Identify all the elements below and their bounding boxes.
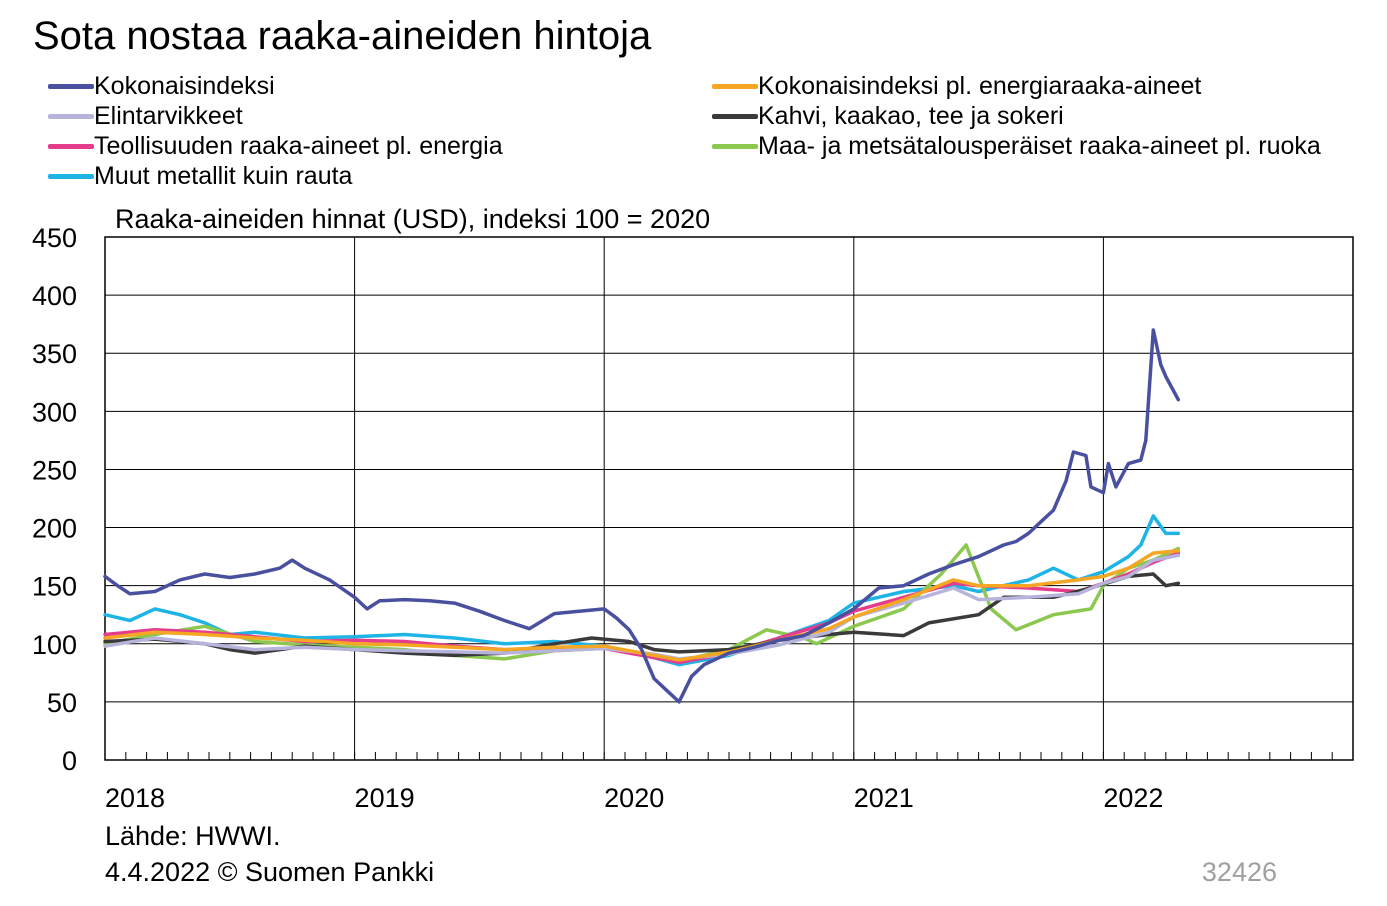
y-tick-label: 200	[32, 514, 77, 544]
y-tick-label: 400	[32, 281, 77, 311]
y-tick-label: 50	[47, 688, 77, 718]
legend-item: Elintarvikkeet	[48, 101, 243, 131]
y-tick-label: 450	[32, 223, 77, 253]
legend-label: Kokonaisindeksi	[94, 72, 275, 100]
chart-subtitle: Raaka-aineiden hinnat (USD), indeksi 100…	[115, 204, 711, 234]
legend-swatch	[48, 143, 94, 149]
x-tick-label: 2019	[355, 783, 415, 813]
plot-area	[104, 236, 1354, 761]
series-line	[103, 328, 1181, 704]
legend-label: Maa- ja metsätalousperäiset raaka-aineet…	[758, 132, 1321, 160]
legend-swatch	[712, 113, 758, 119]
legend-label: Muut metallit kuin rauta	[94, 162, 353, 190]
legend-item: Teollisuuden raaka-aineet pl. energia	[48, 131, 503, 161]
legend-swatch	[712, 143, 758, 149]
legend-label: Kokonaisindeksi pl. energiaraaka-aineet	[758, 72, 1202, 100]
y-tick-label: 100	[32, 630, 77, 660]
legend-swatch	[48, 83, 94, 89]
legend-item: Kokonaisindeksi pl. energiaraaka-aineet	[712, 71, 1201, 101]
series-line	[103, 543, 1181, 663]
legend-item: Muut metallit kuin rauta	[48, 161, 352, 191]
y-tick-label: 350	[32, 339, 77, 369]
x-tick-label: 2018	[105, 783, 165, 813]
legend-label: Teollisuuden raaka-aineet pl. energia	[94, 132, 503, 160]
legend-item: Kahvi, kaakao, tee ja sokeri	[712, 101, 1064, 131]
legend-item: Kokonaisindeksi	[48, 71, 275, 101]
y-tick-label: 0	[62, 746, 77, 776]
x-tick-label: 2021	[854, 783, 914, 813]
legend-swatch	[48, 113, 94, 119]
x-tick-label: 2022	[1103, 783, 1163, 813]
legend-swatch	[712, 83, 758, 89]
y-tick-label: 150	[32, 572, 77, 602]
source-note: Lähde: HWWI.	[105, 821, 281, 851]
y-tick-label: 250	[32, 455, 77, 485]
legend-swatch	[48, 173, 94, 179]
legend-label: Elintarvikkeet	[94, 102, 243, 130]
series-line	[103, 549, 1181, 662]
chart-code: 32426	[1201, 857, 1277, 887]
date-copyright: 4.4.2022 © Suomen Pankki	[105, 857, 435, 887]
x-tick-label: 2020	[604, 783, 664, 813]
legend-label: Kahvi, kaakao, tee ja sokeri	[758, 102, 1064, 130]
chart-title: Sota nostaa raaka-aineiden hintoja	[33, 14, 652, 58]
y-tick-label: 300	[32, 397, 77, 427]
legend-item: Maa- ja metsätalousperäiset raaka-aineet…	[712, 131, 1321, 161]
